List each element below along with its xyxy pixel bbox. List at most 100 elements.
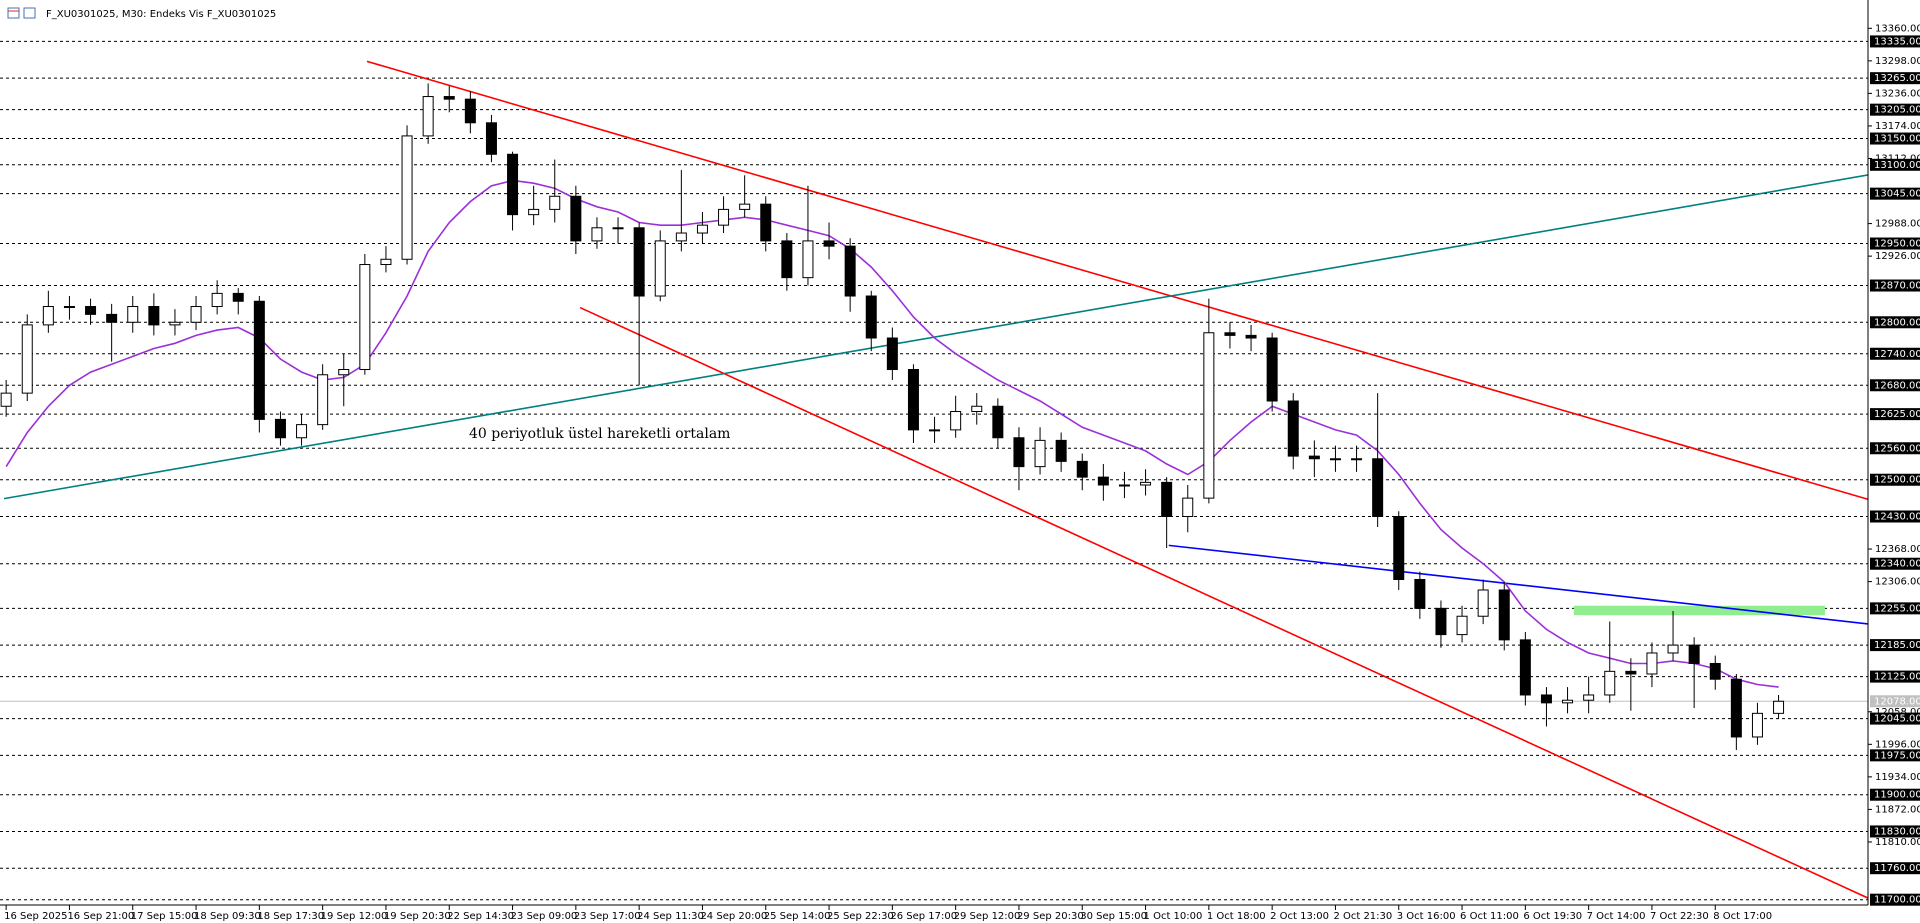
- candle-body: [1751, 712, 1763, 738]
- candle-body: [1329, 458, 1341, 461]
- level-label-box: [1870, 442, 1920, 455]
- level-label-box: [1870, 893, 1920, 906]
- candle-body: [570, 195, 582, 242]
- candle-body: [612, 227, 624, 230]
- candle-body: [338, 369, 350, 376]
- candle-body: [971, 405, 983, 413]
- x-tick-label: 24 Sep 20:00: [700, 911, 767, 922]
- candle-body: [1224, 332, 1236, 336]
- candle-body: [1076, 460, 1088, 478]
- y-tick-label: 13298.00: [1875, 56, 1920, 67]
- level-label-box: [1870, 408, 1920, 421]
- candle-body: [1477, 589, 1489, 617]
- candle-body: [1646, 652, 1658, 675]
- candle-body: [929, 429, 941, 432]
- candle-body: [106, 313, 118, 323]
- candle-body: [148, 306, 160, 326]
- x-tick-label: 25 Sep 22:30: [827, 911, 894, 922]
- candle-body: [1519, 639, 1531, 696]
- x-tick-label: 24 Sep 11:30: [637, 911, 704, 922]
- level-label: 12625.00: [1874, 409, 1920, 420]
- candle-body: [1709, 662, 1721, 680]
- x-tick-label: 2 Oct 21:30: [1333, 911, 1392, 922]
- candle-body: [443, 96, 455, 100]
- x-tick-label: 7 Oct 14:00: [1587, 911, 1646, 922]
- x-tick-label: 6 Oct 19:30: [1523, 911, 1582, 922]
- level-label: 11700.00: [1874, 895, 1920, 906]
- candle-body: [1498, 589, 1510, 641]
- candle-body: [253, 300, 265, 420]
- ema-annotation: 40 periyotluk üstel hareketli ortalam: [469, 426, 730, 442]
- x-tick-label: 18 Sep 17:30: [257, 911, 324, 922]
- candle-body: [760, 203, 772, 242]
- level-label-box: [1870, 862, 1920, 875]
- level-label: 12870.00: [1874, 281, 1920, 292]
- candle-body: [485, 122, 497, 155]
- candle-body: [781, 240, 793, 279]
- level-label-box: [1870, 103, 1920, 116]
- y-tick-label: 12926.00: [1875, 251, 1920, 262]
- candle-body: [654, 240, 666, 297]
- level-label: 12340.00: [1874, 559, 1920, 570]
- level-label-box: [1870, 788, 1920, 801]
- level-label-box: [1870, 72, 1920, 85]
- candle-body: [844, 245, 856, 297]
- x-tick-label: 29 Sep 20:30: [1017, 911, 1084, 922]
- candle-body: [633, 227, 645, 297]
- candle-body: [1562, 699, 1574, 704]
- candle-body: [1435, 607, 1447, 636]
- level-label-box: [1870, 379, 1920, 392]
- candle-body: [232, 292, 244, 302]
- candle-body: [1118, 484, 1130, 487]
- candle-body: [464, 98, 476, 124]
- x-tick-label: 22 Sep 14:30: [447, 911, 514, 922]
- candle-body: [528, 208, 540, 216]
- candle-body: [865, 295, 877, 339]
- candle-body: [675, 232, 687, 242]
- candle-body: [85, 306, 97, 315]
- candle-body: [296, 424, 308, 439]
- y-tick-label: 11996.00: [1875, 739, 1920, 750]
- level-label: 12950.00: [1874, 239, 1920, 250]
- level-label: 13045.00: [1874, 189, 1920, 200]
- x-tick-label: 25 Sep 14:00: [764, 911, 831, 922]
- level-label-box: [1870, 316, 1920, 329]
- x-tick-label: 16 Sep 2025: [4, 911, 67, 922]
- candle-body: [42, 306, 54, 326]
- y-tick-label: 13360.00: [1875, 23, 1920, 34]
- level-label: 12255.00: [1874, 603, 1920, 614]
- level-label: 12125.00: [1874, 672, 1920, 683]
- y-tick-label: 12988.00: [1875, 219, 1920, 230]
- level-label: 12500.00: [1874, 475, 1920, 486]
- trendline: [3, 174, 1868, 500]
- x-tick-label: 17 Sep 15:00: [131, 911, 198, 922]
- x-tick-label: 3 Oct 16:00: [1397, 911, 1456, 922]
- trendline: [366, 60, 1868, 501]
- level-label-box: [1870, 158, 1920, 171]
- candle-body: [591, 227, 603, 242]
- y-tick-label: 12058.00: [1875, 707, 1920, 718]
- candle-body: [211, 292, 223, 308]
- level-label: 12740.00: [1874, 349, 1920, 360]
- x-tick-label: 19 Sep 20:30: [384, 911, 451, 922]
- x-tick-label: 29 Sep 12:00: [954, 911, 1021, 922]
- level-label: 12800.00: [1874, 317, 1920, 328]
- candle-body: [1034, 439, 1046, 468]
- level-label-box: [1870, 473, 1920, 486]
- candle-body: [549, 195, 561, 210]
- x-tick-label: 30 Sep 15:00: [1080, 911, 1147, 922]
- candle-body: [696, 224, 708, 234]
- current-price-label: 12078.00: [1874, 696, 1920, 707]
- x-tick-label: 23 Sep 17:00: [574, 911, 641, 922]
- candle-body: [422, 96, 434, 137]
- level-label-box: [1870, 825, 1920, 838]
- y-tick-label: 13236.00: [1875, 88, 1920, 99]
- y-tick-label: 11872.00: [1875, 804, 1920, 815]
- candle-body: [274, 418, 286, 439]
- y-tick-label: 12306.00: [1875, 577, 1920, 588]
- candle-body: [21, 324, 33, 394]
- level-label: 11830.00: [1874, 826, 1920, 837]
- level-label-box: [1870, 639, 1920, 652]
- level-label: 13265.00: [1874, 73, 1920, 84]
